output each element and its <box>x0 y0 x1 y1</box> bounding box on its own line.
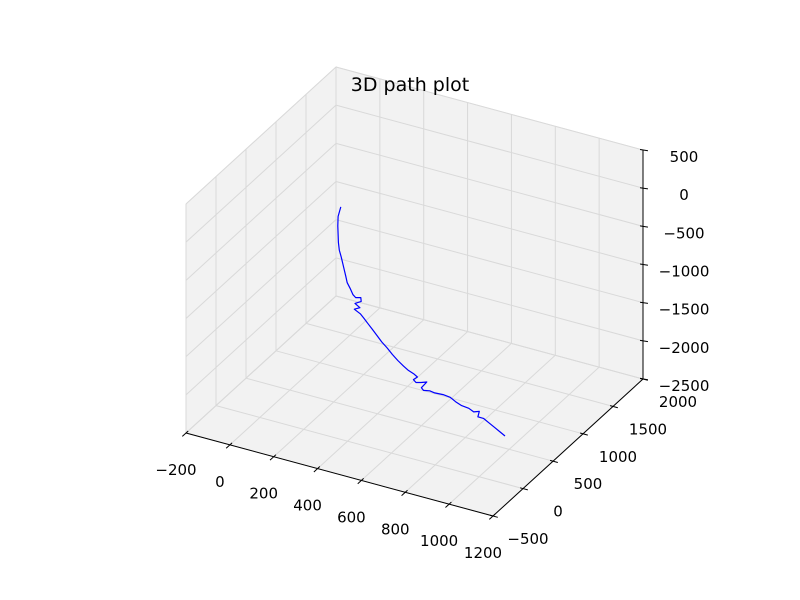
series-path-line <box>337 206 506 437</box>
x-tick-label: −200 <box>155 461 196 479</box>
x-tick-label: 0 <box>215 473 225 491</box>
z-tick-label: −1000 <box>659 263 710 281</box>
grid-line-z-back <box>335 66 644 151</box>
x-tick <box>357 478 364 485</box>
x-tick <box>401 489 408 497</box>
x-tick <box>181 430 189 437</box>
x-tick-label: 400 <box>293 497 322 515</box>
y-tick-label: 2000 <box>659 393 697 411</box>
z-tick <box>639 149 649 152</box>
chart-ticks: −200020040060080010001200−50005001000150… <box>155 148 709 562</box>
x-tick-label: 200 <box>249 485 278 503</box>
grid-line-z-back <box>335 257 644 342</box>
x-tick <box>313 466 321 473</box>
y-tick-label: −500 <box>507 530 548 548</box>
z-tick-label: −2000 <box>659 339 710 357</box>
grid-line-z-left <box>185 257 337 396</box>
grid-line-y-floor <box>215 405 524 490</box>
grid-line-z-back <box>335 104 644 189</box>
grid-line-z-back <box>335 142 644 227</box>
z-tick <box>639 263 649 266</box>
x-tick-label: 1200 <box>464 544 502 562</box>
y-tick <box>549 459 558 463</box>
grid-line-x-floor <box>361 343 512 481</box>
x-tick <box>488 513 496 520</box>
grid-line-z-back <box>335 219 644 304</box>
grid-line-z-back <box>335 181 644 265</box>
y-tick <box>489 514 498 518</box>
grid-line-z-back <box>335 295 644 380</box>
z-tick-label: 500 <box>670 148 699 166</box>
grid-line-z-left <box>185 142 337 281</box>
grid-line-z-left <box>185 219 337 358</box>
grid-line-z-left <box>185 295 337 434</box>
x-tick <box>269 454 277 461</box>
grid-line-y-floor <box>245 377 554 462</box>
y-tick-label: 1500 <box>629 420 667 438</box>
chart-panes <box>184 65 645 517</box>
grid-line-x-floor <box>229 307 381 446</box>
y-tick <box>579 432 588 436</box>
z-tick <box>639 225 649 228</box>
z-tick-label: −2500 <box>659 377 710 395</box>
y-tick-label: 0 <box>553 503 563 521</box>
x-axis-line <box>185 432 494 517</box>
z-tick-label: −1500 <box>659 301 710 319</box>
chart-title: 3D path plot <box>351 74 469 96</box>
y-tick <box>609 405 618 409</box>
y-axis-line <box>492 378 644 517</box>
grid-line-x-floor <box>448 366 600 505</box>
grid-line-y-floor <box>275 350 584 435</box>
grid-line-z-left <box>185 66 337 205</box>
grid-line-x-floor <box>404 354 556 493</box>
x-tick-label: 800 <box>381 520 410 538</box>
x-tick <box>225 442 233 449</box>
z-tick <box>639 187 649 190</box>
grid-line-x-floor <box>317 331 468 469</box>
grid-line-y-floor <box>305 322 614 407</box>
grid-line-x-floor <box>273 319 425 458</box>
x-tick-label: 1000 <box>420 532 458 550</box>
z-tick-label: −500 <box>663 224 704 242</box>
grid-line-z-left <box>185 181 337 319</box>
y-tick-label: 1000 <box>599 448 637 466</box>
grid-line-z-left <box>185 104 337 243</box>
z-tick <box>639 378 649 381</box>
z-tick <box>639 339 649 343</box>
x-tick-label: 600 <box>337 508 366 526</box>
y-tick-label: 500 <box>574 475 603 493</box>
x-tick <box>445 501 452 508</box>
chart-series <box>337 206 506 437</box>
y-tick <box>519 487 528 491</box>
z-tick <box>639 301 649 304</box>
z-tick-label: 0 <box>679 186 689 204</box>
